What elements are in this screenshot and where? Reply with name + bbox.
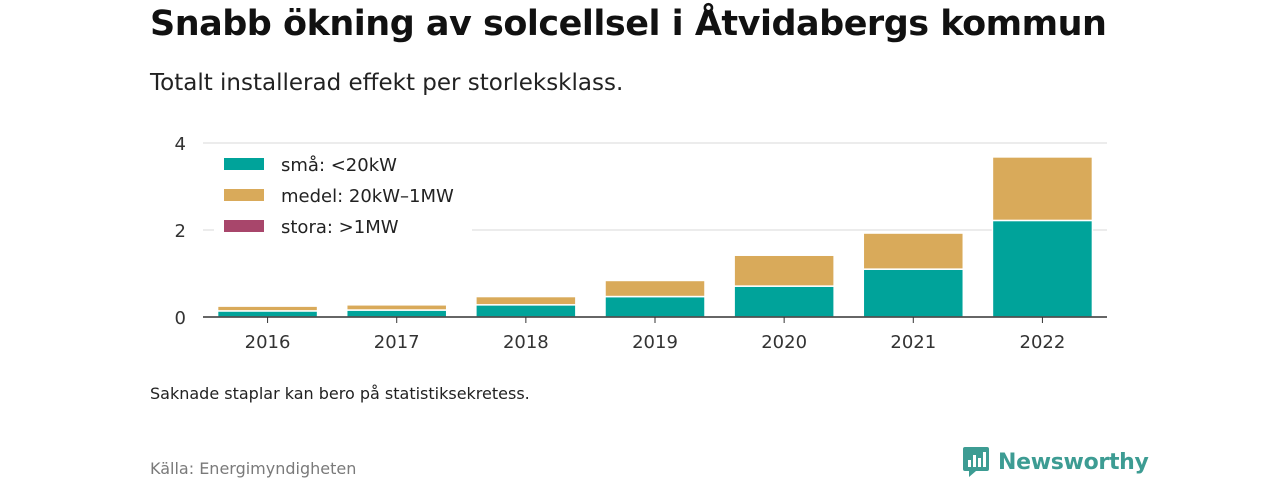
x-tick-label: 2018 bbox=[503, 332, 549, 353]
y-tick-label: 0 bbox=[175, 308, 186, 329]
chart-subtitle: Totalt installerad effekt per storlekskl… bbox=[150, 70, 624, 96]
bar-segment bbox=[604, 295, 706, 318]
bars bbox=[216, 156, 1094, 318]
legend-swatch bbox=[224, 189, 264, 201]
source-note: Källa: Energimyndigheten bbox=[150, 459, 357, 478]
bar-chart: 0 2 4 2016 2017 2018 2019 2020 2021 2022 små: <2… bbox=[175, 134, 1107, 353]
y-tick-label: 4 bbox=[175, 134, 186, 155]
legend: små: <20kW medel: 20kW–1MW stora: >1MW bbox=[214, 150, 472, 242]
x-tick-label: 2017 bbox=[374, 332, 420, 353]
x-tick-label: 2022 bbox=[1020, 332, 1066, 353]
legend-label: små: <20kW bbox=[281, 155, 397, 176]
bar-segment bbox=[604, 279, 706, 298]
legend-label: medel: 20kW–1MW bbox=[281, 186, 454, 207]
bar-segment bbox=[862, 268, 965, 318]
bar-segment bbox=[733, 285, 835, 318]
y-tick-label: 2 bbox=[175, 221, 186, 242]
bar-segment bbox=[733, 254, 835, 287]
brand-name: Newsworthy bbox=[998, 449, 1149, 475]
newsworthy-logo-icon bbox=[963, 447, 989, 477]
bar-segment bbox=[216, 305, 319, 312]
x-tick-label: 2016 bbox=[245, 332, 291, 353]
legend-label: stora: >1MW bbox=[281, 217, 399, 238]
bar-segment bbox=[862, 232, 965, 270]
legend-swatch bbox=[224, 158, 264, 170]
footnote: Saknade staplar kan bero på statistiksek… bbox=[150, 384, 530, 403]
chart-title: Snabb ökning av solcellsel i Åtvidabergs… bbox=[150, 4, 1107, 44]
y-axis-ticks: 0 2 4 bbox=[175, 134, 186, 329]
legend-swatch bbox=[224, 220, 264, 232]
bar-segment bbox=[475, 295, 577, 306]
bar-segment bbox=[991, 219, 1094, 318]
bar-segment bbox=[991, 156, 1094, 222]
x-tick-label: 2020 bbox=[761, 332, 807, 353]
brand[interactable]: Newsworthy bbox=[962, 446, 1149, 478]
x-tick-label: 2021 bbox=[890, 332, 936, 353]
bar-segment bbox=[216, 310, 319, 318]
bar-segment bbox=[345, 304, 448, 311]
x-tick-label: 2019 bbox=[632, 332, 678, 353]
bar-segment bbox=[475, 304, 577, 318]
bar-segment bbox=[345, 309, 448, 318]
x-axis-ticks: 2016 2017 2018 2019 2020 2021 2022 bbox=[245, 317, 1066, 353]
